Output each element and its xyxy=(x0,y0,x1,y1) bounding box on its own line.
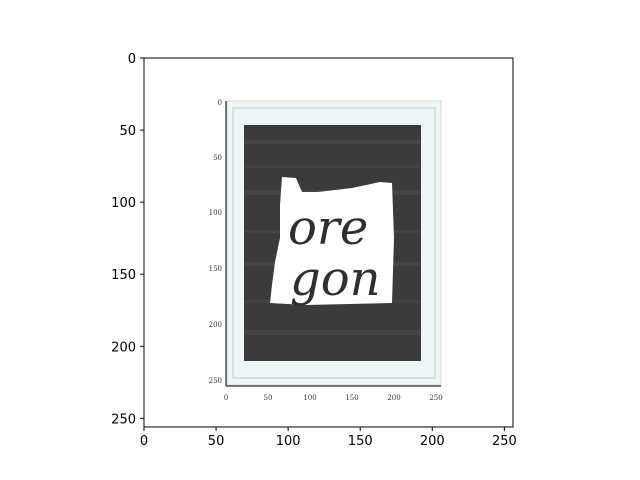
inner-y-tick-label: 100 xyxy=(209,209,222,217)
inner-y-tick-label: 50 xyxy=(213,154,222,162)
inner-y-tick-label: 250 xyxy=(209,377,222,385)
inner-x-tick-label: 0 xyxy=(224,394,228,402)
y-tick-label: 250 xyxy=(111,412,136,427)
inner-x-tick-label: 50 xyxy=(264,394,273,402)
lettering-line-1: ore xyxy=(288,200,368,256)
x-tick-label: 200 xyxy=(420,434,445,449)
outer-ticks: 0 50 100 150 200 250 0 50 100 150 200 250 xyxy=(111,52,517,449)
y-tick-label: 100 xyxy=(111,196,136,211)
inner-y-tick-label: 150 xyxy=(209,265,222,273)
inner-y-tick-label: 200 xyxy=(209,321,222,329)
embedded-image: ore gon 0 50 100 150 200 250 0 50 100 15… xyxy=(209,99,443,402)
oregon-shape xyxy=(270,177,394,305)
inner-y-tick-label: 0 xyxy=(218,99,222,107)
oregon-lettering: ore gon xyxy=(288,200,381,307)
x-tick-label: 0 xyxy=(140,434,148,449)
inner-x-tick-label: 200 xyxy=(387,394,400,402)
inner-x-tick-label: 100 xyxy=(303,394,316,402)
x-tick-label: 250 xyxy=(492,434,517,449)
x-tick-label: 100 xyxy=(276,434,301,449)
inner-x-ticks: 0 50 100 150 200 250 xyxy=(224,394,443,402)
y-tick-label: 50 xyxy=(119,124,136,139)
x-tick-label: 50 xyxy=(208,434,225,449)
y-tick-label: 200 xyxy=(111,340,136,355)
y-tick-label: 150 xyxy=(111,268,136,283)
y-tick-label: 0 xyxy=(128,52,136,67)
lettering-line-2: gon xyxy=(290,251,381,307)
inner-y-ticks: 0 50 100 150 200 250 xyxy=(209,99,222,385)
frame-inner-line xyxy=(232,107,436,379)
x-tick-label: 150 xyxy=(348,434,373,449)
inner-x-tick-label: 150 xyxy=(345,394,358,402)
inner-x-tick-label: 250 xyxy=(429,394,442,402)
